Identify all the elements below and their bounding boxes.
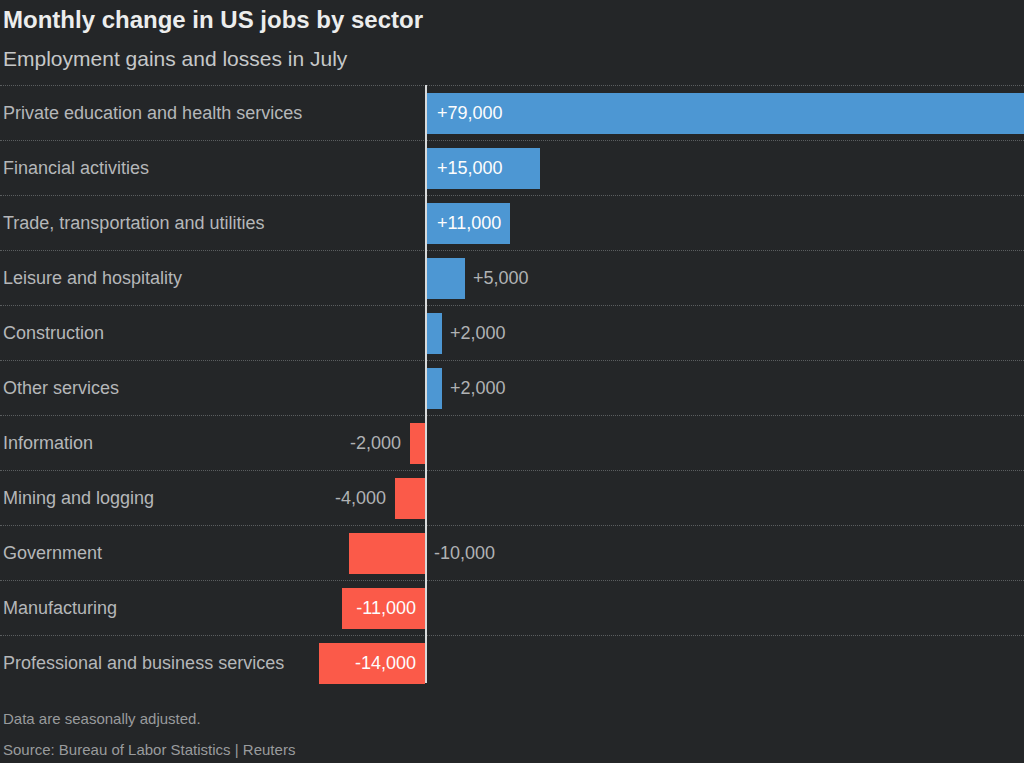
category-label: Financial activities (3, 141, 149, 195)
zero-axis-line (425, 85, 427, 683)
value-label: -2,000 (350, 416, 401, 470)
category-label: Trade, transportation and utilities (3, 196, 264, 250)
chart-subtitle: Employment gains and losses in July (3, 47, 347, 71)
chart-row: Financial activities +15,000 (0, 140, 1024, 195)
chart-rows: Private education and health services +79… (0, 85, 1024, 690)
chart-row: Private education and health services +79… (0, 85, 1024, 140)
chart-row: Government -10,000 (0, 525, 1024, 580)
chart-row: Manufacturing -11,000 (0, 580, 1024, 635)
value-label: +2,000 (450, 361, 506, 415)
value-label: +79,000 (437, 86, 503, 140)
value-label: -11,000 (356, 581, 416, 635)
value-label: -14,000 (355, 636, 416, 690)
category-label: Manufacturing (3, 581, 117, 635)
chart-row: Mining and logging -4,000 (0, 470, 1024, 525)
bar-positive (427, 93, 1024, 134)
value-label: +15,000 (437, 141, 503, 195)
category-label: Mining and logging (3, 471, 154, 525)
bar-positive (427, 368, 442, 409)
bar-chart: Private education and health services +79… (0, 85, 1024, 690)
chart-title: Monthly change in US jobs by sector (3, 6, 423, 34)
chart-row: Professional and business services -14,00… (0, 635, 1024, 690)
chart-row: Information -2,000 (0, 415, 1024, 470)
category-label: Information (3, 416, 93, 470)
chart-row: Leisure and hospitality +5,000 (0, 250, 1024, 305)
value-label: +11,000 (437, 196, 501, 250)
jobs-by-sector-chart: Monthly change in US jobs by sector Empl… (0, 0, 1024, 763)
chart-footnote: Data are seasonally adjusted. (3, 710, 201, 727)
value-label: -10,000 (434, 526, 495, 580)
category-label: Other services (3, 361, 119, 415)
category-label: Government (3, 526, 102, 580)
chart-source: Source: Bureau of Labor Statistics | Reu… (3, 741, 295, 758)
bar-negative (349, 533, 425, 574)
bar-negative (395, 478, 425, 519)
value-label: +5,000 (473, 251, 529, 305)
category-label: Private education and health services (3, 86, 302, 140)
value-label: +2,000 (450, 306, 506, 360)
value-label: -4,000 (335, 471, 386, 525)
bar-positive (427, 313, 442, 354)
bar-negative (410, 423, 425, 464)
chart-row: Other services +2,000 (0, 360, 1024, 415)
category-label: Professional and business services (3, 636, 284, 690)
chart-row: Trade, transportation and utilities +11,0… (0, 195, 1024, 250)
category-label: Construction (3, 306, 104, 360)
category-label: Leisure and hospitality (3, 251, 182, 305)
bar-positive (427, 258, 465, 299)
chart-row: Construction +2,000 (0, 305, 1024, 360)
